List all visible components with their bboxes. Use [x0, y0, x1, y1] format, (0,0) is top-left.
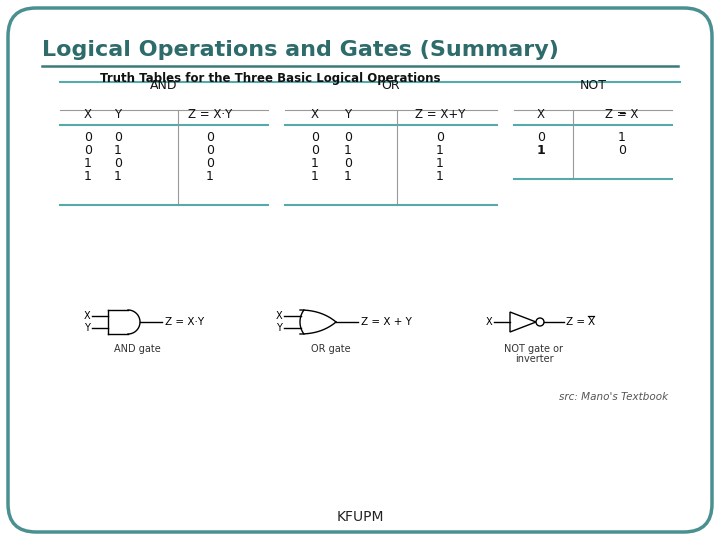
Text: X: X — [588, 317, 595, 327]
Text: Y: Y — [114, 108, 122, 121]
Text: 1: 1 — [436, 144, 444, 157]
Text: Logical Operations and Gates (Summary): Logical Operations and Gates (Summary) — [42, 40, 559, 60]
Text: 1: 1 — [436, 170, 444, 183]
Text: X: X — [311, 108, 319, 121]
Text: OR gate: OR gate — [311, 344, 351, 354]
Text: Z = X: Z = X — [606, 108, 639, 121]
Text: 1: 1 — [618, 131, 626, 144]
Text: OR: OR — [382, 79, 400, 92]
Text: Z = X+Y: Z = X+Y — [415, 108, 465, 121]
Text: 0: 0 — [311, 131, 319, 144]
Text: 0: 0 — [344, 131, 352, 144]
Text: 0: 0 — [436, 131, 444, 144]
Text: KFUPM: KFUPM — [336, 510, 384, 524]
Text: Truth Tables for the Three Basic Logical Operations: Truth Tables for the Three Basic Logical… — [100, 72, 441, 85]
Text: 1: 1 — [436, 157, 444, 170]
Text: 0: 0 — [206, 144, 214, 157]
Text: Y: Y — [84, 323, 90, 333]
Text: X: X — [275, 311, 282, 321]
Text: 0: 0 — [84, 144, 92, 157]
Text: src: Mano's Textbook: src: Mano's Textbook — [559, 392, 668, 402]
Text: 1: 1 — [84, 170, 92, 183]
Text: 0: 0 — [206, 131, 214, 144]
Text: X: X — [84, 311, 90, 321]
Text: 1: 1 — [344, 170, 352, 183]
Text: Z = X·Y: Z = X·Y — [165, 317, 204, 327]
Text: 0: 0 — [537, 131, 545, 144]
Text: 0: 0 — [344, 157, 352, 170]
Text: X: X — [485, 317, 492, 327]
Text: NOT: NOT — [580, 79, 606, 92]
Text: Y: Y — [276, 323, 282, 333]
Text: 0: 0 — [618, 144, 626, 157]
Text: AND: AND — [150, 79, 178, 92]
Text: Z = X·Y: Z = X·Y — [188, 108, 232, 121]
Text: NOT gate or: NOT gate or — [505, 344, 564, 354]
Text: 0: 0 — [114, 131, 122, 144]
Text: 1: 1 — [311, 157, 319, 170]
Text: Z =: Z = — [566, 317, 588, 327]
Text: 1: 1 — [536, 144, 545, 157]
Text: X: X — [537, 108, 545, 121]
Text: Z = X + Y: Z = X + Y — [361, 317, 412, 327]
Text: 1: 1 — [84, 157, 92, 170]
Text: 0: 0 — [84, 131, 92, 144]
Text: 0: 0 — [206, 157, 214, 170]
Text: 1: 1 — [311, 170, 319, 183]
Text: 0: 0 — [311, 144, 319, 157]
Text: AND gate: AND gate — [114, 344, 161, 354]
Text: Y: Y — [344, 108, 351, 121]
Text: inverter: inverter — [515, 354, 553, 364]
Text: X: X — [84, 108, 92, 121]
Text: 1: 1 — [114, 144, 122, 157]
FancyBboxPatch shape — [8, 8, 712, 532]
Text: 1: 1 — [206, 170, 214, 183]
Text: 1: 1 — [114, 170, 122, 183]
Text: 0: 0 — [114, 157, 122, 170]
Text: 1: 1 — [344, 144, 352, 157]
